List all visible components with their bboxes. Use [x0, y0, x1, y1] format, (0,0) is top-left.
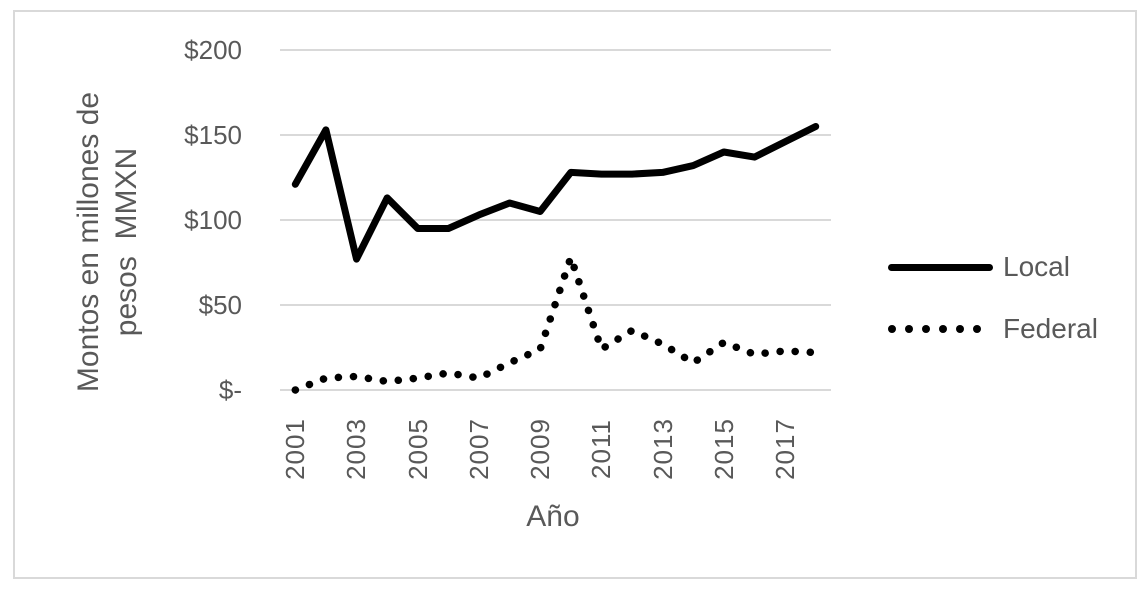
x-tick-label-2013: 2013: [648, 418, 678, 480]
y-tick-label-150: $150: [184, 120, 242, 150]
y-axis-title-line1: Montos en millones de: [72, 91, 105, 393]
x-tick-label-2017: 2017: [770, 418, 800, 480]
x-tick-label-2011: 2011: [586, 419, 616, 479]
x-tick-label-2001: 2001: [280, 418, 310, 480]
legend-local-label: Local: [1003, 251, 1070, 282]
x-tick-label-2015: 2015: [709, 418, 739, 480]
chart-frame: [13, 10, 1137, 579]
legend-federal-label: Federal: [1003, 313, 1098, 344]
x-axis-title: Año: [526, 500, 580, 533]
local-series-line: [291, 123, 820, 263]
y-tick-label-100: $100: [184, 205, 242, 235]
x-tick-label-2003: 2003: [341, 418, 371, 480]
x-tick-label-2007: 2007: [464, 418, 494, 480]
y-tick-label-0: $-: [218, 375, 242, 405]
legend-item-local: Local: [888, 250, 1070, 284]
federal-series-line: [291, 253, 820, 394]
y-axis-title: Montos en millones de pesos MMXN: [70, 57, 146, 427]
legend-item-federal: Federal: [888, 312, 1098, 346]
legend-federal-dots-swatch: [888, 325, 993, 333]
x-tick-label-2005: 2005: [403, 418, 433, 480]
y-tick-label-200: $200: [184, 35, 242, 65]
y-axis-title-line2: pesos MMXN: [110, 147, 143, 337]
legend-local-line-swatch: [888, 263, 993, 271]
x-tick-label-2009: 2009: [525, 418, 555, 480]
y-tick-label-50: $50: [198, 290, 242, 320]
